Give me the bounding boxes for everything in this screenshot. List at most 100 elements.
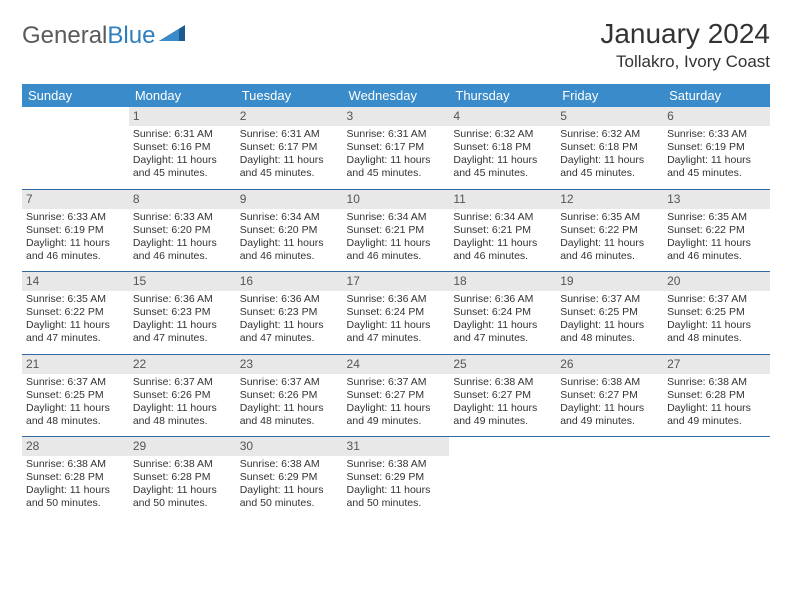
day-body: Sunrise: 6:34 AMSunset: 6:20 PMDaylight:… [236, 209, 343, 272]
daylight-text: Daylight: 11 hours and 49 minutes. [453, 402, 552, 428]
calendar-cell: 4Sunrise: 6:32 AMSunset: 6:18 PMDaylight… [449, 107, 556, 189]
weekday-header: Thursday [449, 84, 556, 107]
sunset-text: Sunset: 6:27 PM [453, 389, 552, 402]
daylight-text: Daylight: 11 hours and 46 minutes. [240, 237, 339, 263]
day-number: 26 [556, 354, 663, 374]
sunrise-text: Sunrise: 6:37 AM [667, 293, 766, 306]
sunrise-text: Sunrise: 6:36 AM [453, 293, 552, 306]
sunrise-text: Sunrise: 6:38 AM [347, 458, 446, 471]
calendar-cell: 15Sunrise: 6:36 AMSunset: 6:23 PMDayligh… [129, 271, 236, 354]
sunrise-text: Sunrise: 6:35 AM [667, 211, 766, 224]
calendar-cell: 28Sunrise: 6:38 AMSunset: 6:28 PMDayligh… [22, 436, 129, 519]
day-number: 16 [236, 271, 343, 291]
day-body: Sunrise: 6:38 AMSunset: 6:28 PMDaylight:… [663, 374, 770, 437]
daylight-text: Daylight: 11 hours and 46 minutes. [26, 237, 125, 263]
daylight-text: Daylight: 11 hours and 47 minutes. [347, 319, 446, 345]
weekday-header: Monday [129, 84, 236, 107]
daylight-text: Daylight: 11 hours and 46 minutes. [347, 237, 446, 263]
daylight-text: Daylight: 11 hours and 47 minutes. [453, 319, 552, 345]
weekday-header: Sunday [22, 84, 129, 107]
calendar-cell: 29Sunrise: 6:38 AMSunset: 6:28 PMDayligh… [129, 436, 236, 519]
calendar-body: 1Sunrise: 6:31 AMSunset: 6:16 PMDaylight… [22, 107, 770, 519]
daylight-text: Daylight: 11 hours and 49 minutes. [667, 402, 766, 428]
calendar-cell [556, 436, 663, 519]
sunset-text: Sunset: 6:21 PM [453, 224, 552, 237]
calendar-cell: 11Sunrise: 6:34 AMSunset: 6:21 PMDayligh… [449, 189, 556, 272]
sunset-text: Sunset: 6:18 PM [453, 141, 552, 154]
day-body: Sunrise: 6:34 AMSunset: 6:21 PMDaylight:… [343, 209, 450, 272]
daylight-text: Daylight: 11 hours and 47 minutes. [240, 319, 339, 345]
sunset-text: Sunset: 6:29 PM [347, 471, 446, 484]
calendar-cell: 25Sunrise: 6:38 AMSunset: 6:27 PMDayligh… [449, 354, 556, 437]
calendar-table: Sunday Monday Tuesday Wednesday Thursday… [22, 84, 770, 519]
day-body: Sunrise: 6:31 AMSunset: 6:16 PMDaylight:… [129, 126, 236, 189]
day-body: Sunrise: 6:38 AMSunset: 6:29 PMDaylight:… [236, 456, 343, 519]
day-number: 4 [449, 107, 556, 126]
blank-day [663, 436, 770, 454]
calendar-cell: 2Sunrise: 6:31 AMSunset: 6:17 PMDaylight… [236, 107, 343, 189]
sunset-text: Sunset: 6:18 PM [560, 141, 659, 154]
weekday-header: Friday [556, 84, 663, 107]
daylight-text: Daylight: 11 hours and 45 minutes. [240, 154, 339, 180]
sunset-text: Sunset: 6:22 PM [667, 224, 766, 237]
day-body: Sunrise: 6:38 AMSunset: 6:27 PMDaylight:… [449, 374, 556, 437]
calendar-cell: 5Sunrise: 6:32 AMSunset: 6:18 PMDaylight… [556, 107, 663, 189]
calendar-cell: 8Sunrise: 6:33 AMSunset: 6:20 PMDaylight… [129, 189, 236, 272]
sunset-text: Sunset: 6:28 PM [26, 471, 125, 484]
day-body: Sunrise: 6:35 AMSunset: 6:22 PMDaylight:… [22, 291, 129, 354]
day-number: 21 [22, 354, 129, 374]
calendar-cell: 30Sunrise: 6:38 AMSunset: 6:29 PMDayligh… [236, 436, 343, 519]
sunrise-text: Sunrise: 6:36 AM [133, 293, 232, 306]
sunset-text: Sunset: 6:25 PM [667, 306, 766, 319]
day-body: Sunrise: 6:36 AMSunset: 6:24 PMDaylight:… [449, 291, 556, 354]
weekday-header: Saturday [663, 84, 770, 107]
sunset-text: Sunset: 6:20 PM [240, 224, 339, 237]
daylight-text: Daylight: 11 hours and 46 minutes. [453, 237, 552, 263]
sunrise-text: Sunrise: 6:37 AM [133, 376, 232, 389]
day-body: Sunrise: 6:34 AMSunset: 6:21 PMDaylight:… [449, 209, 556, 272]
day-number: 10 [343, 189, 450, 209]
sunrise-text: Sunrise: 6:33 AM [26, 211, 125, 224]
day-number: 1 [129, 107, 236, 126]
calendar-cell: 24Sunrise: 6:37 AMSunset: 6:27 PMDayligh… [343, 354, 450, 437]
daylight-text: Daylight: 11 hours and 50 minutes. [133, 484, 232, 510]
sunrise-text: Sunrise: 6:31 AM [133, 128, 232, 141]
sunrise-text: Sunrise: 6:38 AM [133, 458, 232, 471]
daylight-text: Daylight: 11 hours and 46 minutes. [560, 237, 659, 263]
calendar-week-row: 28Sunrise: 6:38 AMSunset: 6:28 PMDayligh… [22, 436, 770, 519]
daylight-text: Daylight: 11 hours and 49 minutes. [347, 402, 446, 428]
sunset-text: Sunset: 6:16 PM [133, 141, 232, 154]
day-number: 6 [663, 107, 770, 126]
daylight-text: Daylight: 11 hours and 45 minutes. [667, 154, 766, 180]
day-body: Sunrise: 6:31 AMSunset: 6:17 PMDaylight:… [343, 126, 450, 189]
sunset-text: Sunset: 6:19 PM [667, 141, 766, 154]
calendar-cell: 19Sunrise: 6:37 AMSunset: 6:25 PMDayligh… [556, 271, 663, 354]
day-number: 28 [22, 436, 129, 456]
daylight-text: Daylight: 11 hours and 45 minutes. [133, 154, 232, 180]
calendar-cell: 31Sunrise: 6:38 AMSunset: 6:29 PMDayligh… [343, 436, 450, 519]
sunset-text: Sunset: 6:20 PM [133, 224, 232, 237]
sunset-text: Sunset: 6:23 PM [133, 306, 232, 319]
calendar-week-row: 14Sunrise: 6:35 AMSunset: 6:22 PMDayligh… [22, 271, 770, 354]
calendar-cell: 13Sunrise: 6:35 AMSunset: 6:22 PMDayligh… [663, 189, 770, 272]
sunrise-text: Sunrise: 6:34 AM [240, 211, 339, 224]
calendar-week-row: 1Sunrise: 6:31 AMSunset: 6:16 PMDaylight… [22, 107, 770, 189]
day-number: 31 [343, 436, 450, 456]
day-number: 15 [129, 271, 236, 291]
daylight-text: Daylight: 11 hours and 45 minutes. [347, 154, 446, 180]
blank-day [556, 436, 663, 454]
calendar-cell: 9Sunrise: 6:34 AMSunset: 6:20 PMDaylight… [236, 189, 343, 272]
daylight-text: Daylight: 11 hours and 50 minutes. [240, 484, 339, 510]
sunrise-text: Sunrise: 6:37 AM [240, 376, 339, 389]
page-header: GeneralBlue January 2024 Tollakro, Ivory… [22, 18, 770, 72]
day-body: Sunrise: 6:36 AMSunset: 6:23 PMDaylight:… [236, 291, 343, 354]
calendar-cell [22, 107, 129, 189]
day-body: Sunrise: 6:38 AMSunset: 6:29 PMDaylight:… [343, 456, 450, 519]
sunrise-text: Sunrise: 6:33 AM [133, 211, 232, 224]
day-body: Sunrise: 6:38 AMSunset: 6:28 PMDaylight:… [22, 456, 129, 519]
daylight-text: Daylight: 11 hours and 45 minutes. [560, 154, 659, 180]
sunset-text: Sunset: 6:22 PM [560, 224, 659, 237]
day-body: Sunrise: 6:36 AMSunset: 6:23 PMDaylight:… [129, 291, 236, 354]
day-number: 19 [556, 271, 663, 291]
sunrise-text: Sunrise: 6:38 AM [26, 458, 125, 471]
